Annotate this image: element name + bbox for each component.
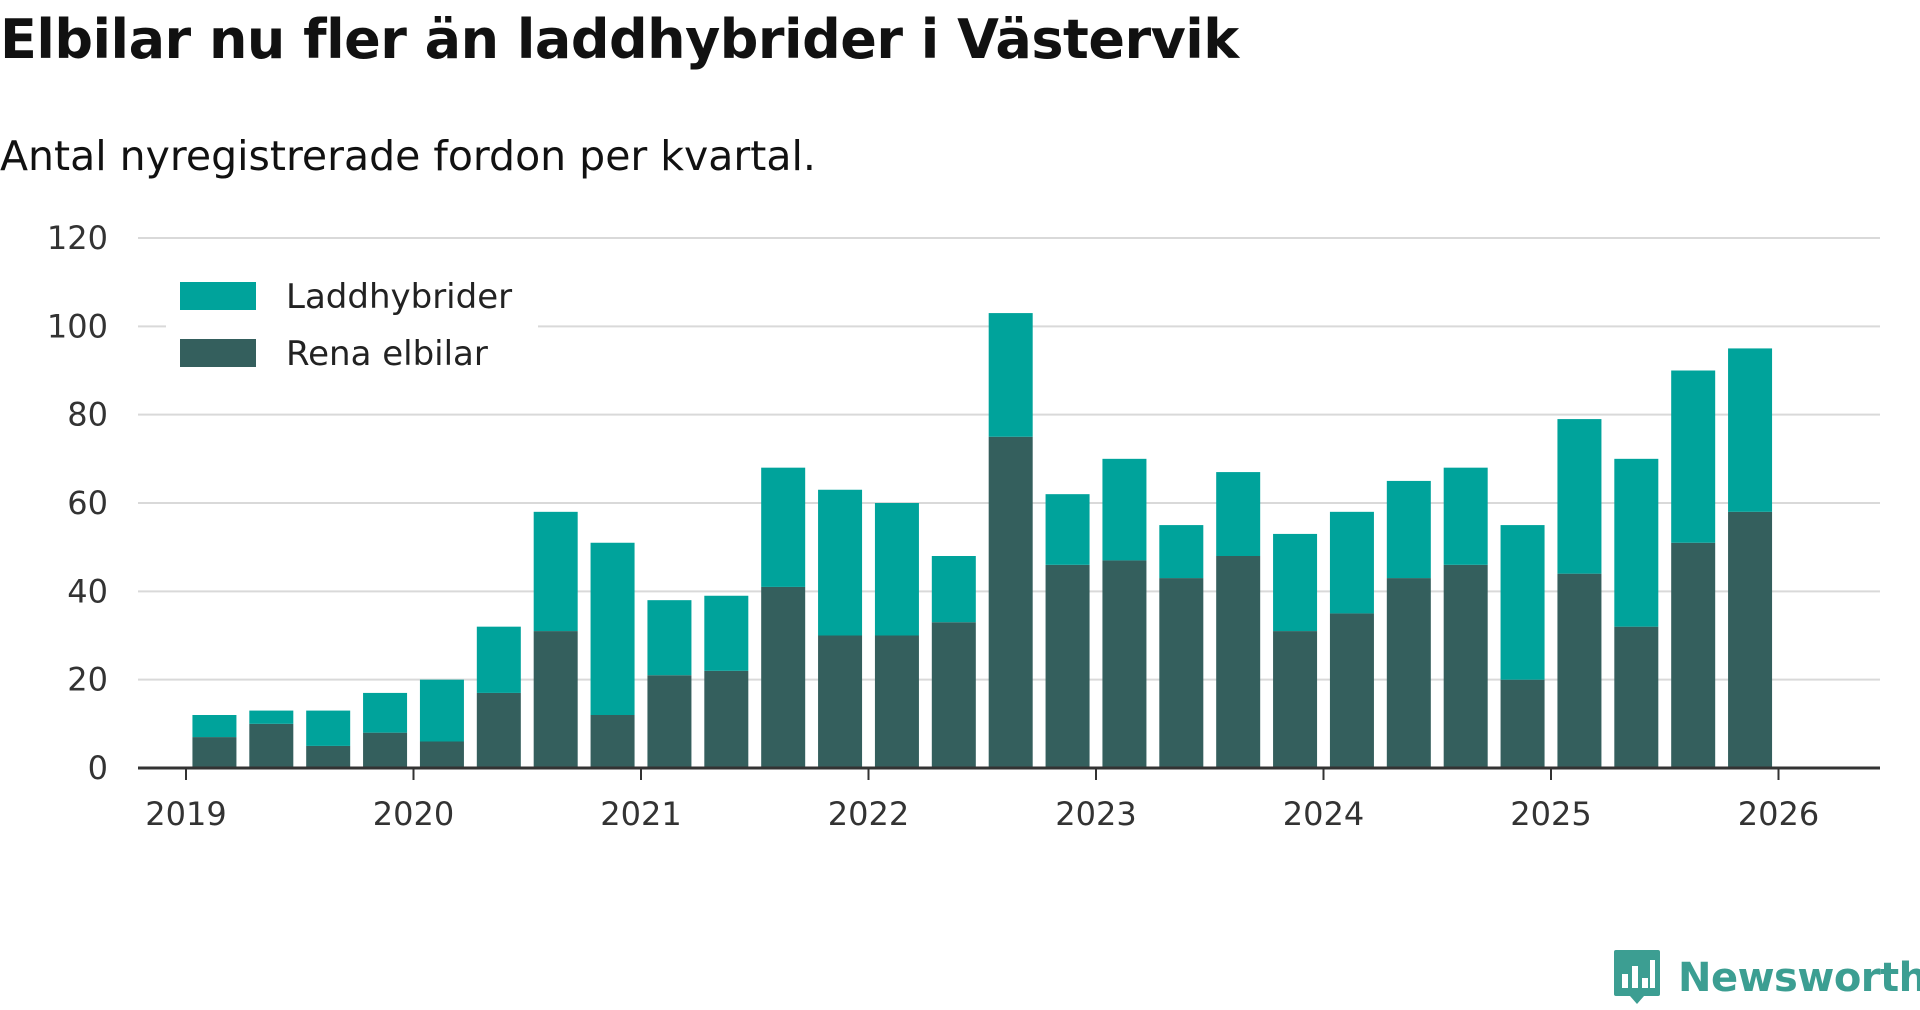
y-tick-label: 120 — [47, 219, 108, 257]
legend: Laddhybrider Rena elbilar — [166, 270, 538, 380]
bar-laddhybrider — [1443, 467, 1488, 565]
bar-laddhybrider — [1273, 533, 1318, 632]
bar-laddhybrider — [476, 626, 521, 693]
bar-laddhybrider — [249, 710, 294, 724]
newsworthy-logo-icon — [1614, 950, 1660, 1004]
bar-laddhybrider — [419, 679, 464, 742]
y-tick-label: 100 — [47, 307, 108, 345]
bar-laddhybrider — [1614, 458, 1659, 627]
bar-rena-elbilar — [818, 635, 863, 768]
bar-laddhybrider — [818, 489, 863, 636]
y-tick-label: 60 — [67, 484, 108, 522]
bar-rena-elbilar — [1102, 560, 1147, 768]
bar-laddhybrider — [1557, 419, 1602, 574]
bar-rena-elbilar — [476, 692, 521, 768]
brand-name: Newsworthy — [1678, 955, 1920, 1001]
bar-rena-elbilar — [1671, 542, 1716, 768]
bar-rena-elbilar — [931, 622, 976, 768]
bar-rena-elbilar — [590, 715, 635, 768]
bar-laddhybrider — [363, 692, 408, 733]
bar-rena-elbilar — [1443, 564, 1488, 768]
bar-rena-elbilar — [647, 675, 692, 768]
y-tick-label: 80 — [67, 396, 108, 434]
bar-laddhybrider — [1216, 472, 1261, 556]
bar-rena-elbilar — [988, 436, 1033, 768]
bar-rena-elbilar — [1614, 626, 1659, 768]
bars — [192, 313, 1773, 768]
bar-laddhybrider — [533, 511, 578, 632]
x-tick-label: 2019 — [145, 795, 226, 833]
bar-rena-elbilar — [419, 741, 464, 768]
bar-rena-elbilar — [1728, 511, 1773, 768]
bar-laddhybrider — [874, 503, 919, 636]
bar-laddhybrider — [1728, 348, 1773, 512]
bar-laddhybrider — [590, 542, 635, 715]
bar-laddhybrider — [988, 313, 1033, 437]
bar-rena-elbilar — [1329, 613, 1374, 768]
chart-subtitle: Antal nyregistrerade fordon per kvartal. — [0, 132, 816, 180]
bar-rena-elbilar — [249, 723, 294, 768]
chart-title: Elbilar nu fler än laddhybrider i Väster… — [0, 8, 1239, 71]
x-tick-label: 2026 — [1738, 795, 1819, 833]
bar-laddhybrider — [704, 595, 749, 671]
bar-rena-elbilar — [1216, 556, 1261, 768]
x-tick-label: 2021 — [600, 795, 681, 833]
bar-rena-elbilar — [1273, 631, 1318, 768]
bar-laddhybrider — [761, 467, 806, 587]
bar-laddhybrider — [1500, 525, 1545, 680]
legend-swatch-rena-elbilar — [180, 339, 256, 367]
x-tick-label: 2025 — [1510, 795, 1591, 833]
legend-label-rena-elbilar: Rena elbilar — [286, 334, 488, 374]
legend-label-laddhybrider: Laddhybrider — [286, 277, 512, 317]
bar-laddhybrider — [931, 556, 976, 623]
y-tick-label: 20 — [67, 661, 108, 699]
x-tick-label: 2023 — [1055, 795, 1136, 833]
axes: 0 20 40 60 80 100 120 2019 2020 2021 2022 2023 2024 2… — [47, 219, 1880, 833]
x-tick-label: 2022 — [828, 795, 909, 833]
bar-rena-elbilar — [192, 737, 237, 768]
bar-rena-elbilar — [1045, 564, 1090, 768]
bar-laddhybrider — [647, 600, 692, 676]
bar-rena-elbilar — [1386, 578, 1431, 768]
y-tick-label: 0 — [88, 749, 108, 787]
bar-rena-elbilar — [306, 745, 351, 768]
bar-rena-elbilar — [761, 586, 806, 768]
bar-laddhybrider — [1045, 494, 1090, 565]
bar-rena-elbilar — [1500, 679, 1545, 768]
y-tick-label: 40 — [67, 572, 108, 610]
legend-swatch-laddhybrider — [180, 282, 256, 310]
brand-logo: Newsworthy — [1612, 948, 1920, 1008]
bar-laddhybrider — [1102, 458, 1147, 561]
bar-rena-elbilar — [1159, 578, 1204, 768]
bar-laddhybrider — [1671, 370, 1716, 543]
bar-laddhybrider — [192, 715, 237, 738]
bar-laddhybrider — [1386, 480, 1431, 579]
bar-laddhybrider — [306, 710, 351, 746]
bar-rena-elbilar — [533, 631, 578, 768]
bar-laddhybrider — [1159, 525, 1204, 579]
bar-rena-elbilar — [363, 732, 408, 768]
bar-laddhybrider — [1329, 511, 1374, 614]
bar-rena-elbilar — [874, 635, 919, 768]
x-tick-label: 2024 — [1283, 795, 1364, 833]
bar-rena-elbilar — [704, 670, 749, 768]
x-tick-label: 2020 — [373, 795, 454, 833]
bar-rena-elbilar — [1557, 573, 1602, 768]
